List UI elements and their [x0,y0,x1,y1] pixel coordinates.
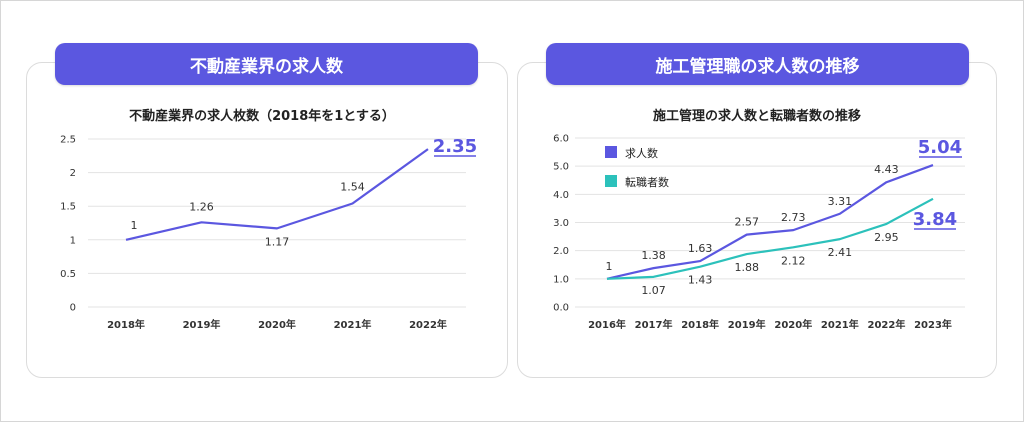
legend-swatch [605,146,617,158]
y-tick-left: 2.5 [60,135,76,146]
data-label-jobs: 1 [606,260,613,273]
x-tick-right: 2017年 [635,318,673,331]
data-label-transfers: 2.12 [781,254,806,267]
x-tick-left: 2021年 [334,318,372,331]
x-tick-left: 2019年 [183,318,221,331]
data-label-left: 1.54 [340,181,365,194]
x-tick-right: 2019年 [728,318,766,331]
y-tick-right: 1.0 [553,274,569,285]
legend-label: 転職者数 [625,176,669,189]
y-tick-left: 1.5 [60,202,76,213]
x-tick-right: 2020年 [774,318,812,331]
legend-swatch [605,175,617,187]
data-label-left: 1 [131,219,138,232]
x-tick-right: 2018年 [681,318,719,331]
banner-real-estate: 不動産業界の求人数 [55,43,478,85]
data-label-transfers: 1.07 [641,284,666,297]
y-tick-left: 0 [70,303,76,314]
y-tick-right: 3.0 [553,218,569,229]
highlight-label-transfers: 3.84 [913,209,957,230]
y-tick-left: 2 [70,168,76,179]
y-tick-right: 2.0 [553,246,569,257]
series-line-transfers [606,197,934,280]
data-label-transfers: 2.95 [874,231,899,244]
data-label-jobs: 1.63 [688,242,713,255]
x-tick-left: 2020年 [258,318,296,331]
x-tick-right: 2021年 [821,318,859,331]
y-tick-right: 5.0 [553,162,569,173]
chart-title-left: 不動産業界の求人枚数（2018年を1とする） [129,108,395,124]
x-tick-right: 2016年 [588,318,626,331]
y-tick-left: 1 [70,235,76,246]
y-tick-right: 4.0 [553,190,569,201]
chart-title-right: 施工管理の求人数と転職者数の推移 [653,108,861,124]
data-label-jobs: 2.73 [781,211,806,224]
x-tick-right: 2022年 [868,318,906,331]
y-tick-right: 0.0 [553,303,569,314]
highlight-label-left: 2.35 [433,136,477,157]
data-label-left: 1.17 [265,235,290,248]
series-line-left [125,148,429,241]
data-label-jobs: 3.31 [828,195,853,208]
card-real-estate [26,62,508,378]
series-line-jobs [606,164,934,280]
data-label-jobs: 1.38 [641,249,666,262]
data-label-transfers: 2.41 [828,246,853,259]
card-construction [517,62,997,378]
data-label-left: 1.26 [189,200,214,213]
y-tick-left: 0.5 [60,269,76,280]
data-label-transfers: 1.43 [688,274,713,287]
data-label-jobs: 4.43 [874,163,899,176]
x-tick-left: 2018年 [107,318,145,331]
data-label-transfers: 1.88 [734,261,759,274]
x-tick-left: 2022年 [409,318,447,331]
highlight-label-jobs: 5.04 [918,137,962,158]
banner-construction: 施工管理職の求人数の推移 [546,43,969,85]
y-tick-right: 6.0 [553,134,569,145]
legend-label: 求人数 [625,147,658,160]
x-tick-right: 2023年 [914,318,952,331]
data-label-jobs: 2.57 [734,216,759,229]
